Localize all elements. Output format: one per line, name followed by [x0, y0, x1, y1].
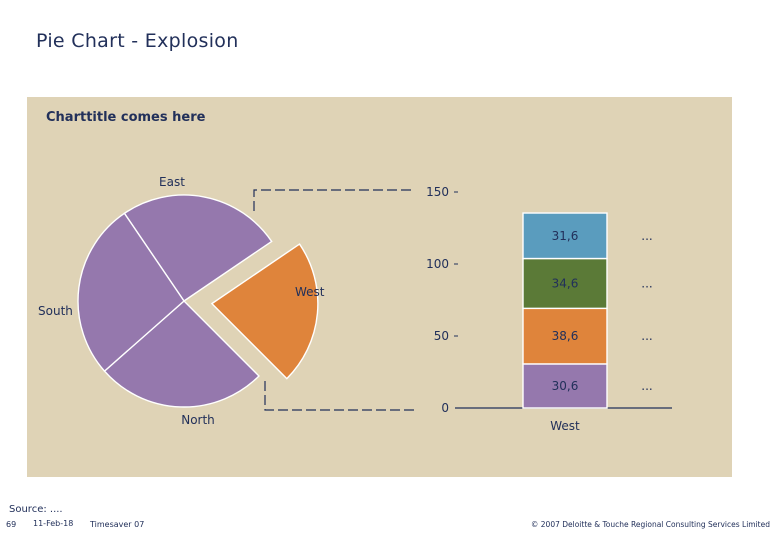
bar-segment-label-4: 31,6	[552, 229, 579, 243]
bar-segment-annotation-1: ...	[641, 379, 652, 393]
footer-date: 11-Feb-18	[33, 519, 74, 528]
footer-copyright: © 2007 Deloitte & Touche Regional Consul…	[530, 520, 770, 529]
pie-label-north: North	[181, 413, 215, 427]
connector-line-top	[253, 189, 415, 211]
bar-segment-label-3: 34,6	[552, 276, 579, 290]
pie-label-west: West	[295, 285, 325, 299]
pie-label-south: South	[38, 304, 73, 318]
bar-segment-annotation-4: ...	[641, 229, 652, 243]
chart-panel: Charttitle comes here East West North South…	[27, 97, 732, 477]
bar-segment-annotation-3: ...	[641, 276, 652, 290]
pie-slice-east	[123, 194, 273, 302]
footer-source: Source: ....	[9, 504, 63, 515]
bar-segment-label-1: 30,6	[552, 379, 579, 393]
y-tick-label-50: 50	[434, 329, 449, 343]
connector-line-bottom	[264, 381, 415, 411]
bar-segment-4	[522, 212, 608, 260]
y-tick-label-0: 0	[441, 401, 449, 415]
pie-slice-south	[77, 212, 185, 373]
bar-segment-label-2: 38,6	[552, 329, 579, 343]
y-tick-label-150: 150	[426, 185, 449, 199]
chart-canvas: East West North South 0 50 100 150 30,6 ... 38,6..…	[38, 175, 672, 433]
bar-segment-annotation-2: ...	[641, 329, 652, 343]
pie-slice-west	[210, 243, 319, 380]
pie-label-east: East	[159, 175, 185, 189]
chart-title: Charttitle comes here	[46, 110, 206, 125]
pie-slice-north	[103, 300, 260, 408]
y-tick-label-100: 100	[426, 257, 449, 271]
footer-page-number: 69	[6, 520, 17, 529]
bar-category-label-west: West	[550, 419, 580, 433]
slide-title: Pie Chart - Explosion	[36, 30, 239, 52]
footer-tool-name: Timesaver 07	[90, 520, 145, 529]
